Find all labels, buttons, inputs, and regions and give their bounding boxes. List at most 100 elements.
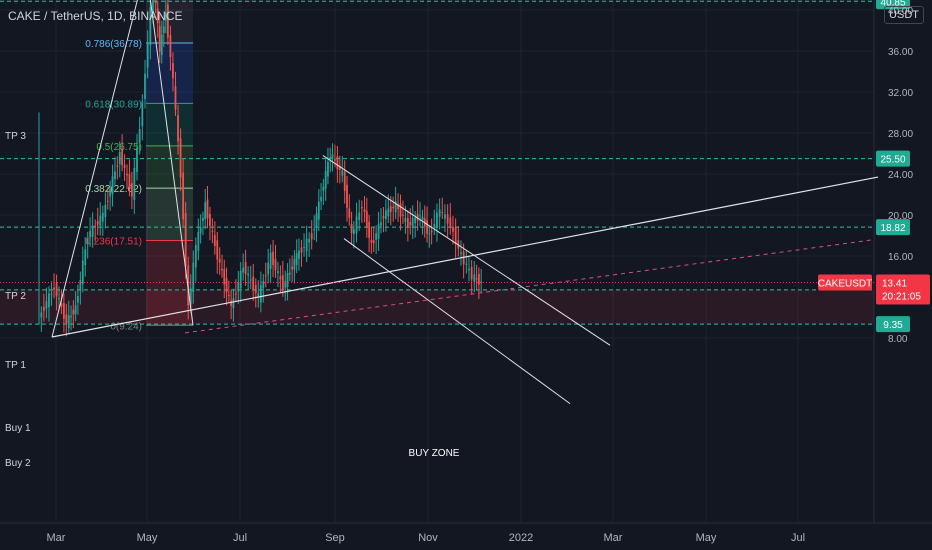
time-tick-label: Mar: [47, 532, 66, 544]
trendlines[interactable]: CAKEUSDT 13.41 20:21:05: [0, 0, 930, 405]
candle-body: [89, 230, 92, 238]
candle-body: [138, 129, 141, 143]
candle-body: [274, 259, 277, 271]
candle-body: [184, 213, 187, 267]
channel-upper-line[interactable]: [322, 155, 611, 346]
price-tick-label: 36.00: [888, 47, 913, 58]
candle-body: [267, 262, 270, 275]
candle-body: [121, 148, 124, 165]
candle-body: [156, 8, 159, 24]
candle-body: [206, 199, 209, 219]
candle-body: [416, 213, 419, 221]
candle-body: [70, 315, 72, 318]
price-axis[interactable]: 52.0048.0044.0040.0036.0032.0028.0024.00…: [888, 0, 913, 345]
candle-body: [146, 43, 149, 68]
candle-body: [430, 230, 433, 233]
candle-body: [182, 172, 185, 220]
candle-body: [60, 303, 63, 307]
candle-body: [389, 206, 392, 213]
fib-level-label: 0.382(22.62): [85, 184, 142, 195]
fib-level-label: 0.5(26.75): [96, 142, 142, 153]
symbol-badge[interactable]: [818, 274, 872, 291]
candle-body: [237, 282, 240, 292]
candle-body: [404, 217, 407, 223]
time-axis[interactable]: Mar May Jul Sep Nov 2022 Mar May Jul: [47, 532, 806, 544]
time-tick-label: Mar: [604, 532, 623, 544]
buy-zone-label: BUY ZONE: [409, 448, 460, 459]
candle-body: [74, 305, 77, 314]
candle-body: [454, 227, 457, 245]
candle-body: [475, 278, 478, 280]
candle-body: [94, 225, 97, 228]
candle-body: [194, 244, 197, 268]
candle-body: [382, 216, 385, 219]
candle-body: [104, 204, 107, 218]
candle-body: [189, 288, 192, 305]
candle-body: [152, 0, 154, 13]
candles: [38, 0, 483, 337]
price-tick-label: 32.00: [888, 88, 913, 99]
symbol-title[interactable]: CAKE / TetherUS, 1D, BINANCE: [8, 9, 183, 23]
candle-body: [315, 213, 318, 228]
candle-body: [111, 176, 114, 195]
candle-body: [308, 238, 311, 243]
candle-body: [53, 287, 55, 290]
candle-body: [310, 233, 313, 240]
dotted-trendline[interactable]: [184, 239, 875, 334]
candle-body: [239, 270, 242, 289]
fib-anchor-trendline[interactable]: [146, 0, 194, 326]
level-value-badge[interactable]: [876, 219, 910, 236]
candle-body: [192, 262, 195, 292]
fib-band: [146, 43, 193, 104]
candle-body: [343, 171, 346, 192]
candle-body: [202, 217, 204, 221]
time-tick-label: May: [137, 532, 158, 544]
candle-body: [50, 293, 53, 295]
candle-body: [166, 4, 169, 38]
candle-body: [67, 315, 70, 329]
candle-body: [259, 285, 262, 303]
currency-selector[interactable]: USDT: [884, 6, 924, 24]
candle-body: [81, 260, 84, 284]
candle-body: [230, 300, 233, 306]
fib-level-label: 0.618(30.89): [85, 99, 142, 110]
time-tick-label: Jul: [233, 532, 247, 544]
candle-body: [399, 203, 402, 217]
level-value-badge[interactable]: [876, 316, 910, 333]
candle-body: [355, 216, 358, 234]
level-value-badge[interactable]: [876, 150, 910, 167]
candle-body: [360, 206, 363, 209]
price-tick-label: 8.00: [888, 334, 908, 345]
candle-body: [136, 147, 138, 173]
candle-body: [262, 281, 265, 289]
candle-body: [141, 101, 144, 127]
candle-body: [197, 232, 200, 251]
candle-body: [116, 165, 119, 167]
candle-body: [449, 217, 452, 228]
fib-anchor-trendline[interactable]: [51, 0, 146, 338]
candle-body: [164, 11, 167, 21]
candle-body: [300, 247, 303, 253]
candle-body: [62, 303, 65, 319]
candle-body: [477, 274, 480, 285]
candle-body: [114, 171, 116, 180]
bar-countdown-label: 20:21:05: [882, 292, 921, 303]
candle-body: [213, 235, 216, 247]
candle-body: [313, 228, 316, 231]
fibonacci-retracement[interactable]: 1(44.28)0.786(36.78)0.618(30.89)0.5(26.7…: [85, 0, 193, 332]
tp3-label: TP 3: [5, 131, 26, 142]
candle-body: [368, 221, 371, 238]
level-value-label: 40.85: [880, 0, 905, 8]
candle-body: [375, 233, 378, 240]
candle-body: [42, 306, 45, 311]
long-support-trendline[interactable]: [51, 176, 879, 338]
price-tick-label: 20.00: [888, 211, 913, 222]
current-price-badge[interactable]: [876, 274, 930, 305]
candle-body: [414, 217, 417, 224]
candle-body: [169, 35, 172, 58]
candle-body: [227, 295, 230, 297]
candle-body: [402, 214, 404, 216]
channel-lower-line[interactable]: [343, 238, 571, 405]
candle-body: [264, 275, 267, 277]
